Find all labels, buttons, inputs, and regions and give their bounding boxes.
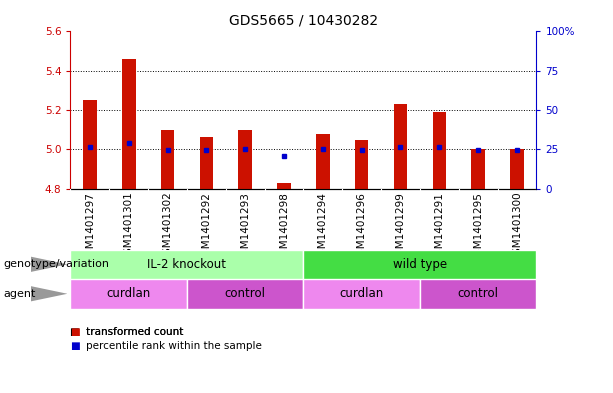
Text: transformed count: transformed count [86,327,183,337]
Text: control: control [458,287,498,300]
Text: GSM1401293: GSM1401293 [240,192,250,262]
Text: GSM1401291: GSM1401291 [435,192,444,262]
Text: GSM1401295: GSM1401295 [473,192,483,262]
Bar [316,134,330,189]
Bar [277,183,291,189]
Text: GSM1401294: GSM1401294 [318,192,328,262]
Polygon shape [31,286,67,301]
Bar [83,100,97,189]
Text: GSM1401301: GSM1401301 [124,192,134,261]
Bar [303,250,536,279]
Bar [70,279,187,309]
Bar [471,149,485,189]
Text: ■: ■ [70,327,80,337]
Text: GSM1401296: GSM1401296 [357,192,367,262]
Text: agent: agent [3,289,36,299]
Text: GSM1401300: GSM1401300 [512,192,522,261]
Bar [303,279,420,309]
Bar [394,104,407,189]
Text: GSM1401299: GSM1401299 [395,192,405,262]
Text: curdlan: curdlan [340,287,384,300]
Title: GDS5665 / 10430282: GDS5665 / 10430282 [229,13,378,28]
Bar [161,130,174,189]
Bar [187,279,303,309]
Text: percentile rank within the sample: percentile rank within the sample [86,341,262,351]
Text: wild type: wild type [393,258,447,271]
Text: GSM1401292: GSM1401292 [202,192,211,262]
Text: GSM1401302: GSM1401302 [162,192,172,261]
Bar [510,149,524,189]
Bar [238,130,252,189]
Bar [70,250,303,279]
Text: ■: ■ [70,341,80,351]
Bar [420,279,536,309]
Bar [355,140,368,189]
Polygon shape [31,257,67,272]
Bar [433,112,446,189]
Bar [122,59,135,189]
Text: genotype/variation: genotype/variation [3,259,109,269]
Bar [200,136,213,189]
Text: ■  transformed count: ■ transformed count [70,327,184,337]
Text: control: control [225,287,265,300]
Text: GSM1401297: GSM1401297 [85,192,95,262]
Text: GSM1401298: GSM1401298 [279,192,289,262]
Text: curdlan: curdlan [107,287,151,300]
Text: IL-2 knockout: IL-2 knockout [148,258,226,271]
